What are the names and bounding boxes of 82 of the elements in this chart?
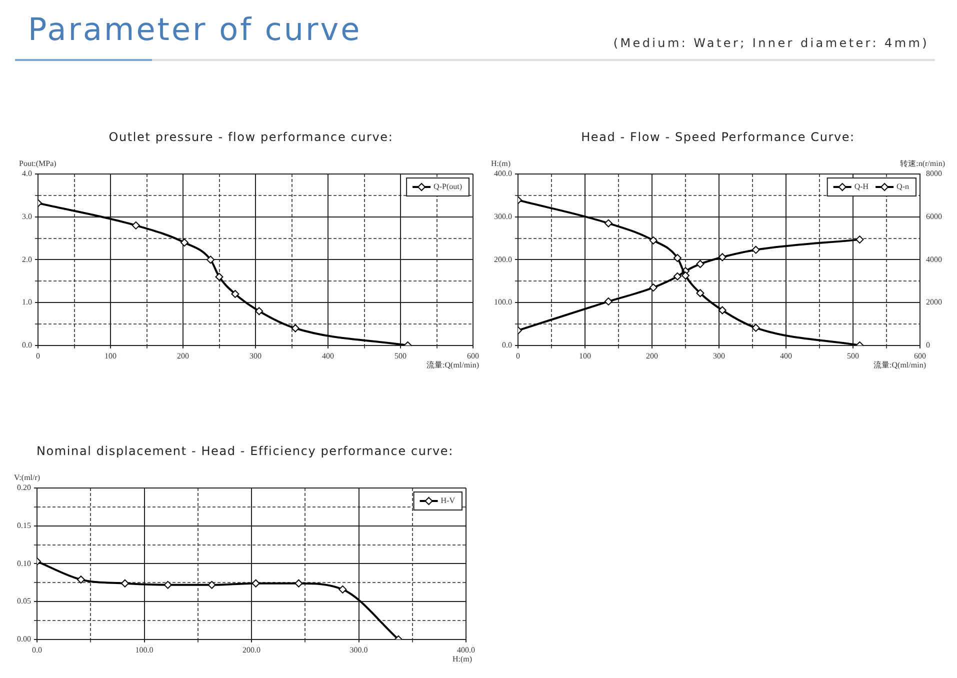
y-tick-label: 1.0 [22, 298, 32, 307]
point [291, 324, 300, 332]
point [180, 238, 188, 247]
y-tick-label: 0.20 [17, 483, 31, 492]
point [255, 307, 264, 316]
y-tick-label: 0.15 [17, 520, 31, 530]
y2-tick-label: 6000 [926, 212, 942, 221]
point [856, 236, 864, 244]
text: (Medium: Water; Inner diameter: 4mm) [613, 36, 929, 50]
y-tick-label: 4.0 [22, 169, 32, 178]
point [649, 284, 658, 292]
point [231, 290, 240, 298]
chart-title: Outlet pressure - flow performance curve: [108, 130, 394, 146]
legend-label: Q-n [896, 182, 910, 192]
point [132, 221, 140, 230]
point [696, 260, 704, 268]
point [673, 272, 682, 280]
point [604, 219, 612, 228]
legend-label: Q-H [854, 182, 869, 192]
x-tick-label: 100 [579, 351, 591, 360]
y-axis-title: Pout:(MPa) [19, 159, 57, 168]
y-tick-label: 0.10 [17, 558, 31, 568]
y2-tick-label: 8000 [926, 169, 942, 178]
point [215, 272, 224, 281]
text: Parameter of curve [28, 12, 362, 48]
point [338, 585, 347, 594]
x-tick-label: 400 [322, 351, 334, 360]
point [718, 253, 726, 262]
y-tick-label: 0.0 [502, 340, 512, 350]
y2-tick-label: 2000 [926, 298, 942, 307]
y2-tick-label: 0 [926, 340, 930, 350]
x-axis-title: 流量:Q(ml/min) [426, 360, 480, 370]
y-tick-label: 400.0 [494, 169, 512, 178]
point [673, 254, 682, 262]
x-tick-label: 100.0 [135, 645, 154, 654]
x-tick-label: 600 [467, 351, 479, 360]
point [696, 289, 704, 298]
y-tick-label: 200.0 [494, 254, 512, 264]
x-tick-label: 300 [713, 351, 725, 360]
point [752, 324, 760, 332]
point [206, 256, 215, 264]
x-tick-label: 200 [177, 351, 189, 360]
point [164, 580, 172, 589]
x-tick-label: 200 [646, 351, 658, 360]
x-tick-label: 400.0 [457, 645, 475, 654]
y-axis-title: H:(m) [491, 159, 511, 168]
x-tick-label: 600 [914, 351, 926, 360]
point [649, 236, 658, 244]
y-tick-label: 0.0 [22, 340, 32, 350]
x-tick-label: 400 [780, 351, 792, 360]
x-tick-label: 300 [250, 351, 262, 360]
legend-label: H-V [440, 496, 456, 506]
x-tick-label: 0.0 [32, 645, 42, 654]
point [294, 579, 303, 588]
x-tick-label: 0 [36, 351, 40, 360]
x-tick-label: 200.0 [242, 645, 260, 654]
y-tick-label: 3.0 [22, 212, 32, 221]
legend-label: Q-P(out) [434, 182, 462, 192]
point [752, 246, 760, 254]
y-axis-title: V:(ml/r) [14, 473, 40, 482]
x-tick-label: 300.0 [350, 645, 368, 654]
point [208, 580, 216, 589]
y-tick-label: 300.0 [494, 212, 512, 221]
y-tick-label: 2.0 [22, 254, 32, 264]
x-axis-title: 流量:Q(ml/min) [874, 360, 926, 370]
y-tick-label: 0.00 [17, 634, 31, 644]
point [76, 576, 85, 584]
chart-title: Head - Flow - Speed Performance Curve: [580, 130, 856, 146]
point [252, 579, 260, 588]
chart-title: Nominal displacement - Head - Efficiency performance curve: [36, 444, 454, 460]
point [682, 272, 690, 280]
x-axis-title: H:(m) [452, 654, 472, 664]
y2-tick-label: 4000 [926, 254, 942, 264]
point [718, 306, 726, 314]
point [120, 579, 129, 588]
x-tick-label: 0 [516, 351, 520, 360]
x-tick-label: 500 [394, 351, 406, 360]
y-tick-label: 0.05 [17, 596, 31, 606]
y-tick-label: 100.0 [494, 298, 512, 307]
point [604, 297, 612, 306]
x-tick-label: 500 [847, 351, 859, 360]
x-tick-label: 100 [104, 351, 116, 360]
